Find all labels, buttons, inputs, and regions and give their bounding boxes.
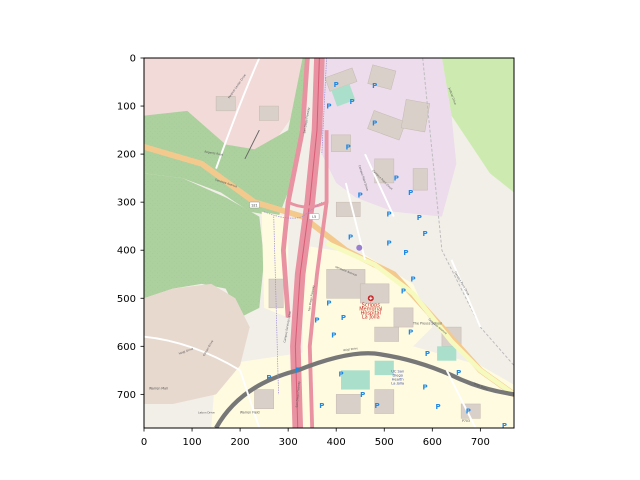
y-tick-label: 100	[117, 102, 136, 113]
place-label: P703	[462, 419, 470, 423]
parking-icon: P	[372, 82, 377, 90]
route-shield-icon	[249, 201, 260, 209]
route-shield-label: I-5	[312, 215, 316, 219]
x-tick-label: 0	[141, 437, 147, 448]
parking-icon: P	[341, 314, 346, 322]
x-tick-label: 500	[375, 437, 394, 448]
plot-frame	[143, 57, 515, 429]
hospital-label: Hospital	[361, 310, 381, 316]
parking-icon: P	[331, 332, 336, 340]
parking-icon: P	[372, 119, 377, 127]
x-tick-label: 200	[231, 437, 250, 448]
freeway-ramp-west	[280, 58, 310, 318]
hospital-label: Memorial	[359, 306, 382, 312]
road-label: Campus Services Drive	[282, 311, 292, 343]
x-tick-label: 300	[279, 437, 298, 448]
parking-icon: P	[319, 402, 324, 410]
place-label: Warren Field	[240, 411, 260, 415]
parking-icon: P	[374, 402, 379, 410]
parking-markers: P P P P P P P P P P P P P P P P P P P P P P P P P P P P P P P P P P	[266, 81, 507, 430]
parking-icon: P	[326, 299, 331, 307]
road-label: Regents Road	[204, 150, 224, 157]
parking-icon: P	[417, 214, 422, 222]
road-label: San Diego Freeway	[307, 284, 316, 311]
parking-icon: P	[466, 408, 471, 416]
road-label: Lebon Drive	[198, 411, 215, 415]
parking-icon: P	[295, 367, 300, 375]
parking-icon: P	[338, 371, 343, 379]
parking-icon: P	[401, 287, 406, 295]
road-label: Voigt Drive	[473, 381, 489, 391]
hospital-label: La Jolla	[362, 314, 380, 320]
parking-icon: P	[386, 239, 391, 247]
parking-icon: P	[326, 102, 331, 110]
parking-icon: P	[386, 211, 391, 219]
x-tick-label: 100	[183, 437, 202, 448]
road-label: San Diego Freeway	[295, 381, 301, 408]
boundary-line	[263, 201, 323, 219]
parking-icon: P	[394, 175, 399, 183]
y-axis: 0 100 200 300 400 500 600 700	[117, 54, 144, 401]
route-shield-icon	[308, 213, 320, 220]
minor-roads	[144, 58, 482, 428]
parking-icon: P	[423, 384, 428, 392]
y-tick-label: 400	[117, 246, 136, 257]
y-tick-label: 0	[130, 54, 136, 65]
railway-line	[422, 58, 514, 366]
voigt-drive	[214, 351, 514, 428]
freeway-ramp-east	[307, 130, 329, 428]
parking-icon: P	[314, 316, 319, 324]
green-spaces	[331, 84, 457, 390]
place-label: The Preuss School	[412, 322, 442, 326]
wooded-area-right	[441, 58, 514, 193]
wooded-area-west	[144, 58, 310, 217]
parking-icon: P	[403, 249, 408, 257]
parking-icon: P	[346, 143, 351, 151]
y-tick-label: 500	[117, 294, 136, 305]
wooded-area-canyon	[144, 173, 265, 318]
road-label: Judicial Drive	[447, 86, 457, 106]
parking-icon: P	[456, 369, 461, 377]
hospital-label: Scripps	[362, 302, 381, 308]
parking-icon: P	[423, 230, 428, 238]
place-label: Warren Mall	[149, 387, 168, 391]
parking-icon: P	[411, 275, 416, 283]
uc-health-label: La Jolla	[391, 382, 404, 386]
parking-icon: P	[360, 391, 365, 399]
road-label: Genesee Avenue	[214, 177, 238, 188]
y-tick-label: 200	[117, 150, 136, 161]
parking-icon: P	[502, 422, 507, 430]
road-label: San Diego Freeway	[302, 107, 311, 134]
y-tick-label: 600	[117, 342, 136, 353]
parking-icon: P	[425, 350, 430, 358]
uc-health-label: UC San	[391, 370, 404, 374]
parking-icon: P	[348, 234, 353, 242]
route-shield-label: S21	[251, 204, 257, 208]
h-badge-icon	[356, 244, 363, 251]
uc-health-label: Diego	[392, 374, 402, 378]
route-shields: S21 I-5	[249, 201, 320, 220]
buildings	[215, 64, 481, 419]
x-tick-label: 700	[471, 437, 490, 448]
x-tick-label: 400	[327, 437, 346, 448]
parking-icon: P	[408, 328, 413, 336]
road-label: Voigt Drive	[343, 346, 359, 352]
y-tick-label: 700	[117, 390, 136, 401]
x-axis: 0 100 200 300 400 500 600 700	[141, 428, 490, 448]
road-label: Voigt Drive	[178, 347, 194, 356]
hospital-cross-icon	[369, 296, 373, 300]
parking-icon: P	[408, 189, 413, 197]
y-tick-label: 300	[117, 198, 136, 209]
parking-icon: P	[266, 374, 271, 382]
parking-icon: P	[436, 403, 441, 411]
x-tick-label: 600	[423, 437, 442, 448]
parking-icon: P	[349, 98, 354, 106]
residential-southwest	[144, 283, 250, 404]
uc-health-label: Health	[392, 378, 404, 382]
parking-icon: P	[334, 81, 339, 89]
parking-icon: P	[358, 191, 363, 199]
